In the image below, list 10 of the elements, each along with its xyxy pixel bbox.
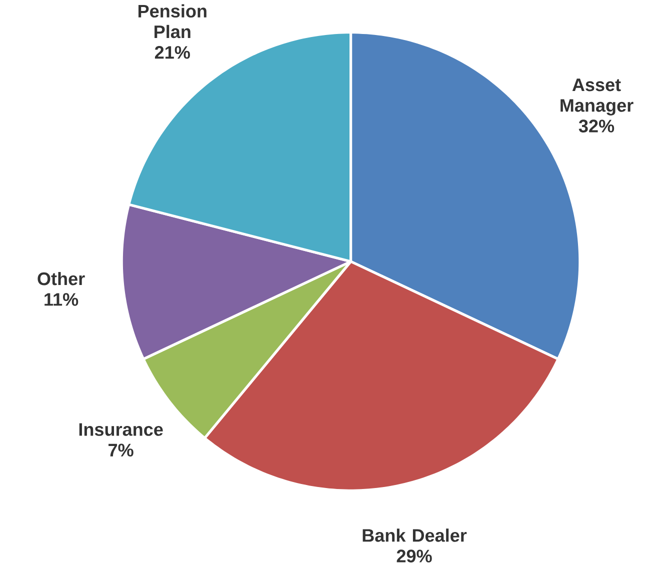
data-label: 21% — [154, 46, 190, 59]
slice-label: Pension Plan — [138, 4, 206, 38]
slice-label: Other — [38, 272, 85, 286]
data-label: 7% — [108, 444, 134, 457]
data-label: 29% — [396, 550, 432, 563]
data-label: 32% — [578, 120, 614, 133]
data-label: 11% — [44, 293, 78, 306]
slice-label: Asset Manager — [560, 78, 634, 116]
slice-label: Bank Dealer — [362, 528, 467, 542]
slice-label: Insurance — [79, 423, 163, 436]
